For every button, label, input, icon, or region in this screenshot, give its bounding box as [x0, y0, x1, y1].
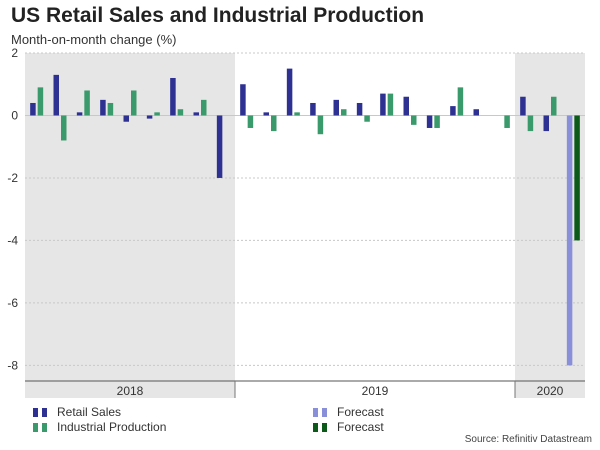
- industrial-production-bar: [107, 102, 114, 116]
- y-tick-label: 0: [11, 108, 18, 122]
- legend-label-industrial-production: Industrial Production: [57, 420, 167, 434]
- industrial-production-bar: [434, 115, 440, 128]
- retail-sales-bar: [30, 102, 36, 116]
- chart-subtitle: Month-on-month change (%): [11, 32, 177, 47]
- retail-sales-bar: [333, 99, 339, 116]
- industrial-forecast-swatch: [313, 422, 327, 432]
- industrial-production-bar: [551, 96, 557, 116]
- legend-label-industrial-forecast: Forecast: [337, 420, 384, 434]
- retail-sales-bar: [403, 96, 409, 116]
- retail-forecast-swatch: [313, 407, 327, 417]
- retail-sales-bar: [543, 115, 549, 132]
- industrial-production-bar: [411, 115, 417, 125]
- industrial-production-bar: [154, 112, 160, 116]
- retail-sales-bar: [146, 115, 153, 119]
- retail-sales-bar: [240, 84, 246, 116]
- shaded-period-2020: [515, 53, 585, 398]
- retail-sales-bar: [76, 112, 83, 116]
- industrial-production-bar: [341, 109, 347, 116]
- y-tick-label: -4: [7, 233, 18, 247]
- retail-sales-bar: [263, 112, 269, 116]
- retail-sales-bar: [123, 115, 129, 122]
- retail-sales-bar: [170, 77, 176, 116]
- retail-sales-bar: [520, 96, 526, 116]
- retail-sales-bar: [286, 68, 293, 116]
- x-year-label-2020: 2020: [537, 384, 564, 398]
- industrial-production-bar: [387, 93, 394, 116]
- legend-item-retail-sales: Retail Sales: [33, 405, 121, 419]
- industrial-production-bar: [457, 87, 464, 116]
- y-tick-label: -6: [7, 296, 18, 310]
- industrial-forecast-bar: [574, 115, 580, 241]
- industrial-production-bar: [37, 87, 44, 116]
- retail-sales-bar: [473, 109, 479, 116]
- industrial-production-bar: [364, 115, 370, 122]
- industrial-production-bar: [504, 115, 510, 128]
- x-year-label-2019: 2019: [362, 384, 389, 398]
- y-tick-label: -2: [7, 171, 18, 185]
- industrial-production-bar: [201, 99, 207, 116]
- legend-item-retail-forecast: Forecast: [313, 405, 384, 419]
- legend-item-industrial-production: Industrial Production: [33, 420, 166, 434]
- industrial-production-bar: [84, 90, 90, 116]
- industrial-production-bar: [527, 115, 534, 132]
- retail-sales-bar: [193, 112, 199, 116]
- retail-sales-swatch: [33, 407, 47, 417]
- chart-title: US Retail Sales and Industrial Productio…: [11, 4, 425, 27]
- x-year-label-2018: 2018: [117, 384, 144, 398]
- legend-label-retail-sales: Retail Sales: [57, 405, 122, 419]
- industrial-production-bar: [247, 115, 254, 128]
- retail-sales-bar: [53, 74, 59, 116]
- y-tick-label: -8: [7, 358, 18, 372]
- retail-sales-bar: [310, 102, 316, 116]
- industrial-production-bar: [317, 115, 324, 135]
- retail-forecast-bar: [566, 115, 573, 366]
- retail-sales-bar: [450, 106, 456, 116]
- retail-sales-bar: [356, 102, 363, 116]
- retail-sales-bar: [380, 93, 386, 116]
- legend-label-retail-forecast: Forecast: [337, 405, 384, 419]
- shaded-period-2018: [25, 53, 235, 398]
- legend-item-industrial-forecast: Forecast: [313, 420, 384, 434]
- industrial-production-bar: [177, 109, 184, 116]
- retail-sales-bar: [216, 115, 223, 178]
- retail-sales-bar: [100, 99, 106, 116]
- y-tick-label: 2: [11, 46, 18, 60]
- industrial-production-swatch: [33, 422, 47, 432]
- source-note: Source: Refinitiv Datastream: [464, 434, 592, 445]
- industrial-production-bar: [294, 112, 300, 116]
- retail-sales-bar: [426, 115, 433, 128]
- industrial-production-bar: [61, 115, 67, 141]
- industrial-production-bar: [131, 90, 137, 116]
- industrial-production-bar: [271, 115, 277, 132]
